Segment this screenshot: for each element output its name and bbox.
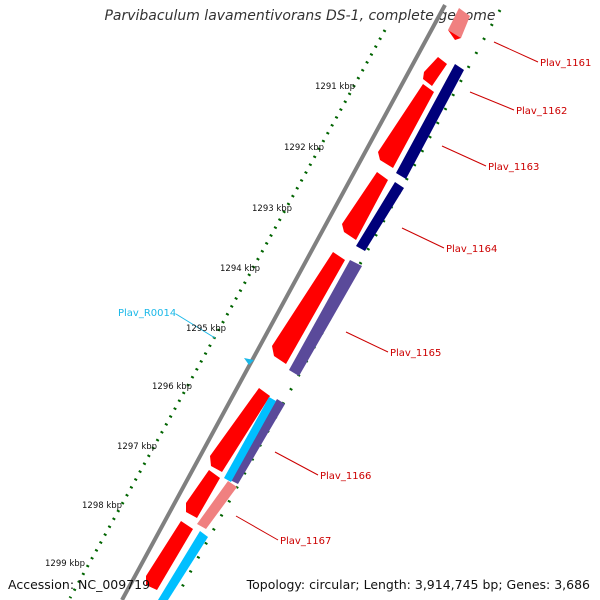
leader-1161 — [493, 41, 539, 63]
cds-arrow-e — [210, 388, 270, 472]
cds-feature-1161-tip — [448, 30, 461, 40]
rna-feature-1 — [224, 397, 276, 482]
rna-label[interactable]: Plav_R0014 — [118, 308, 176, 319]
cds-arrow-c — [342, 172, 388, 240]
scale-label: 1291 kbp — [315, 82, 355, 92]
gene-label[interactable]: Plav_1166 — [320, 471, 371, 482]
leader-1164 — [401, 227, 445, 249]
cds-arrow-d — [272, 252, 345, 364]
leader-1163 — [441, 145, 487, 167]
gene-label[interactable]: Plav_1161 — [540, 58, 591, 69]
scale-label: 1299 kbp — [45, 559, 85, 569]
leader-1166 — [274, 451, 319, 476]
cds-arrow-g — [146, 521, 193, 590]
gene-label[interactable]: Plav_1167 — [280, 536, 331, 547]
scale-labels: 1291 kbp 1292 kbp 1293 kbp 1294 kbp 1295… — [45, 82, 355, 569]
forward-cds-group — [146, 57, 447, 590]
scale-label: 1295 kbp — [186, 324, 226, 334]
gene-label[interactable]: Plav_1164 — [446, 244, 497, 255]
scale-label: 1297 kbp — [117, 442, 157, 452]
cds-feature-1161 — [448, 8, 470, 38]
reverse-cds-1 — [396, 64, 464, 179]
reverse-cds-3 — [289, 260, 362, 376]
leader-1162 — [469, 91, 515, 111]
leader-1165 — [345, 331, 389, 353]
scale-label: 1298 kbp — [82, 501, 122, 511]
gene-label[interactable]: Plav_1165 — [390, 348, 441, 359]
cds-arrow-a — [423, 57, 447, 86]
scale-label: 1296 kbp — [152, 382, 192, 392]
tick-track-outer — [68, 29, 387, 599]
gene-label[interactable]: Plav_1162 — [516, 106, 567, 117]
gene-labels: Plav_1161 Plav_1162 Plav_1163 Plav_1164 … — [280, 58, 591, 547]
gene-label[interactable]: Plav_1163 — [488, 162, 539, 173]
cds-feature-pale — [197, 481, 237, 529]
genome-backbone — [120, 4, 447, 600]
scale-label: 1294 kbp — [220, 264, 260, 274]
genome-summary: Topology: circular; Length: 3,914,745 bp… — [246, 577, 590, 592]
rna-feature-2 — [158, 531, 208, 600]
accession-label: Accession: NC_009719 — [8, 577, 151, 592]
scale-label: 1293 kbp — [252, 204, 292, 214]
leader-1167 — [235, 515, 279, 541]
reverse-cds-2 — [356, 182, 404, 251]
cds-arrow-b — [378, 84, 434, 168]
cds-arrow-f — [186, 470, 220, 518]
scale-label: 1292 kbp — [284, 143, 324, 153]
rna-marker — [244, 358, 254, 365]
reverse-cds-4 — [230, 399, 285, 484]
leader-rna — [175, 313, 216, 339]
map-title: Parvibaculum lavamentivorans DS-1, compl… — [104, 8, 496, 24]
gene-leader-lines — [235, 41, 539, 541]
